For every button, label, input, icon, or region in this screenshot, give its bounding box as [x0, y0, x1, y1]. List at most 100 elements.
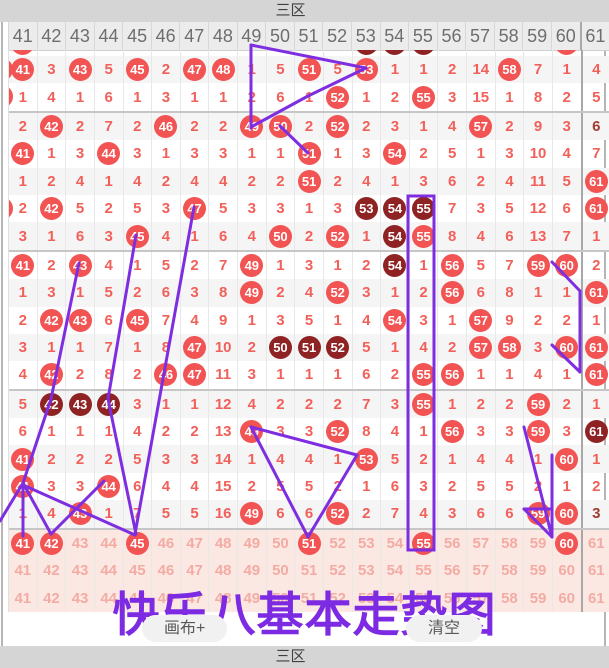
grid-cell: 43 [65, 251, 94, 280]
grid-cell: 6 [494, 500, 524, 528]
grid-cell: 10 [523, 140, 552, 168]
grid-cell: 5 [265, 472, 295, 501]
grid-cell: 59 [523, 529, 552, 558]
drawn-number-ball: 52 [326, 281, 350, 305]
grid-cell: 3 [551, 418, 581, 446]
column-header: 45 [122, 22, 151, 50]
grid-cell: 53 [351, 445, 381, 473]
grid-cell: 15 [208, 472, 237, 501]
drawn-number-ball: 50 [268, 114, 292, 138]
grid-cell: 2 [237, 472, 266, 501]
drawn-number-ball: 61 [584, 420, 608, 444]
grid-cell: 8 [494, 279, 524, 307]
grid-cell: 55 [408, 194, 438, 223]
grid-cell: 3 [93, 222, 123, 250]
drawn-number-ball: 49 [240, 281, 264, 305]
column-header: 50 [265, 22, 294, 50]
grid-cell: 45 [122, 584, 152, 612]
grid-cell: 1 [179, 83, 209, 111]
drawn-number-ball: 56 [440, 253, 464, 277]
drawn-number-ball: 58 [497, 58, 521, 82]
grid-cell: 1 [122, 333, 152, 362]
grid-cell: 2 [208, 112, 237, 141]
grid-cell: 44 [93, 390, 123, 419]
grid-cell: 3 [18, 227, 27, 245]
grid-cell: 3 [408, 167, 438, 195]
clear-button[interactable]: 清空 [406, 615, 483, 642]
grid-cell: 1 [18, 172, 27, 190]
grid-cell: 1 [351, 83, 381, 111]
grid-cell: 61 [580, 333, 609, 362]
grid-cell: 54 [380, 557, 409, 585]
grid-cell: 47 [179, 361, 209, 389]
grid-cell: 4 [65, 167, 94, 195]
grid-cell: 49 [237, 251, 266, 280]
grid-cell: 2 [93, 445, 123, 473]
grid-cell [494, 50, 524, 56]
column-header: 43 [65, 22, 94, 50]
grid-cell: 1 [36, 140, 66, 168]
grid-cell: 59 [523, 251, 552, 280]
drawn-number-ball: 41 [11, 447, 35, 471]
grid-cell: 4 [580, 56, 609, 84]
grid-cell: 42 [36, 557, 66, 585]
column-header: 49 [236, 22, 266, 50]
drawn-number-ball: 45 [125, 308, 149, 332]
grid-cell: 1 [580, 445, 609, 473]
column-header: 61 [579, 22, 609, 50]
drawn-number-ball: 54 [383, 197, 407, 221]
grid-cell: 5 [437, 140, 466, 168]
grid-cell: 53 [351, 529, 381, 558]
grid-cell: 2 [265, 167, 295, 195]
zone-label-top: 三区 [275, 2, 306, 19]
grid-cell: 6 [93, 306, 123, 334]
grid-cell: 59 [523, 500, 552, 528]
grid-cell: 2 [523, 472, 552, 501]
grid-cell: 6 [122, 472, 152, 501]
grid-cell: 49 [237, 418, 266, 446]
grid-cell: 60 [551, 584, 581, 612]
grid-cell: 2 [494, 390, 524, 419]
grid-cell: 60 [551, 445, 581, 473]
drawn-number-ball: 44 [97, 392, 121, 416]
drawn-number-ball: 61 [584, 281, 608, 305]
drawn-number-ball: 48 [211, 58, 235, 82]
grid-cell: 7 [523, 56, 552, 84]
grid-cell: 3 [18, 339, 27, 357]
grid-cell: 1 [494, 83, 524, 111]
draw-row: 1 4 1 6 1 3 1 1 2 6 1 52 1 2 55 3 15 1 8 2 5 [9, 83, 609, 111]
grid-cell: 7 [494, 251, 524, 280]
grid-cell: 1 [237, 306, 266, 334]
grid-cell: 52 [322, 112, 352, 141]
grid-cell: 55 [408, 529, 438, 558]
grid-cell: 5 [466, 472, 495, 501]
grid-cell: 2 [523, 306, 552, 334]
column-header: 48 [208, 22, 237, 50]
zone-header-top: 三区 [0, 0, 609, 22]
grid-cell: 6 [551, 194, 581, 223]
grid-cell: 1 [36, 418, 66, 446]
grid-cell: 57 [466, 557, 495, 585]
grid-cell: 5 [351, 333, 381, 362]
grid-cell: 2 [18, 200, 27, 218]
grid-cell: 1 [523, 279, 552, 307]
grid-cell: 3 [466, 418, 495, 446]
grid-cell: 41 [9, 50, 37, 56]
canvas-button[interactable]: 画布+ [142, 615, 228, 642]
drawn-number-ball: 46 [154, 114, 178, 138]
grid-cell: 61 [580, 279, 609, 307]
grid-cell: 6 [265, 83, 295, 111]
grid-cell: 57 [466, 306, 495, 334]
grid-cell: 4 [265, 445, 295, 473]
grid-cell: 2 [65, 112, 94, 141]
drawn-number-ball: 47 [183, 336, 207, 360]
grid-cell: 5 [580, 83, 609, 111]
draw-row: 4 42 2 8 2 46 47 11 3 1 1 1 6 2 55 56 1 1 4 1 61 [9, 361, 609, 389]
grid-cell: 2 [466, 390, 495, 419]
grid-cell: 2 [466, 167, 495, 195]
grid-cell: 1 [322, 140, 352, 168]
grid-cell: 1 [408, 418, 438, 446]
grid-cell: 3 [237, 361, 266, 389]
drawn-number-ball: 45 [125, 531, 149, 555]
grid-cell: 4 [408, 500, 438, 528]
